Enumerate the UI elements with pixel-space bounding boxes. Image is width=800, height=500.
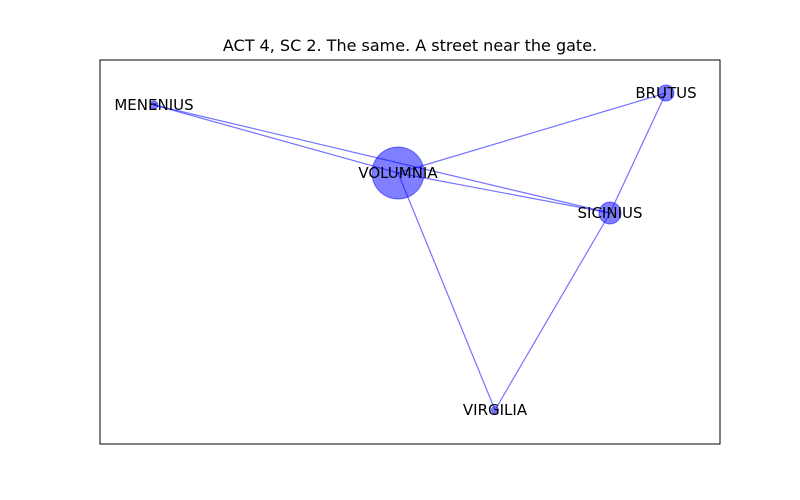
edge-brutus-sicinius bbox=[609, 92, 667, 214]
labels-layer: VOLUMNIA MENENIUS BRUTUS SICINIUS VIRGILIA bbox=[114, 84, 696, 419]
node-volumnia bbox=[371, 146, 425, 200]
node-virgilia bbox=[491, 406, 499, 414]
edges-layer bbox=[153, 92, 667, 411]
node-label-menenius: MENENIUS bbox=[114, 96, 193, 114]
edge-sicinius-virgilia bbox=[494, 212, 611, 411]
node-label-volumnia: VOLUMNIA bbox=[358, 164, 438, 182]
edge-volumnia-virgilia bbox=[397, 172, 496, 411]
edge-volumnia-menenius bbox=[153, 104, 399, 174]
edge-volumnia-brutus bbox=[397, 92, 667, 174]
graph-title: ACT 4, SC 2. The same. A street near the… bbox=[222, 36, 598, 55]
node-menenius bbox=[149, 100, 159, 110]
node-label-sicinius: SICINIUS bbox=[578, 204, 643, 222]
edge-volumnia-sicinius bbox=[397, 172, 611, 214]
nodes-layer bbox=[149, 84, 675, 414]
plot-frame bbox=[99, 59, 721, 445]
node-sicinius bbox=[598, 201, 622, 225]
node-label-virgilia: VIRGILIA bbox=[463, 401, 528, 419]
node-brutus bbox=[657, 84, 675, 102]
node-label-brutus: BRUTUS bbox=[635, 84, 696, 102]
